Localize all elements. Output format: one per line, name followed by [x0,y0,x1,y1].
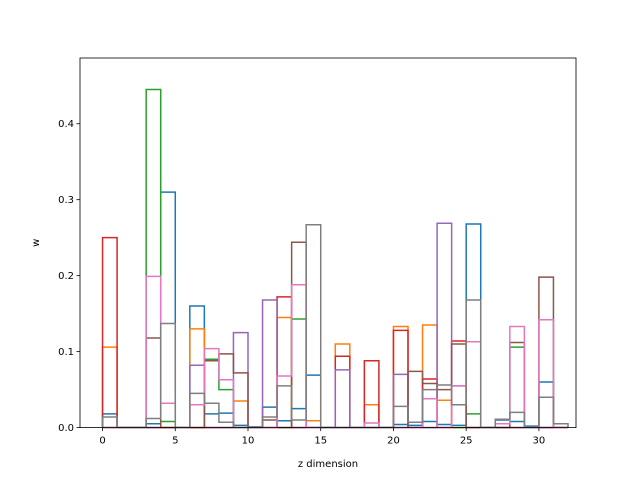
y-tick-label: 0.1 [58,347,74,358]
y-tick-label: 0.3 [58,195,74,206]
y-tick-label: 0.2 [58,271,74,282]
x-tick-label: 15 [314,436,327,447]
x-tick-label: 5 [172,436,178,447]
y-axis-label: w [31,239,42,247]
plot-frame [79,57,577,429]
x-tick-label: 25 [460,436,473,447]
x-tick-label: 20 [387,436,400,447]
x-tick-label: 30 [533,436,546,447]
y-tick-label: 0.0 [58,423,74,434]
x-axis-label: z dimension [298,459,358,470]
x-tick-label: 10 [242,436,255,447]
x-axis: 0 5 10 15 20 25 30 [99,427,546,447]
x-tick-label: 0 [99,436,105,447]
y-axis: 0.0 0.1 0.2 0.3 0.4 [58,119,80,434]
y-tick-label: 0.4 [58,119,74,130]
